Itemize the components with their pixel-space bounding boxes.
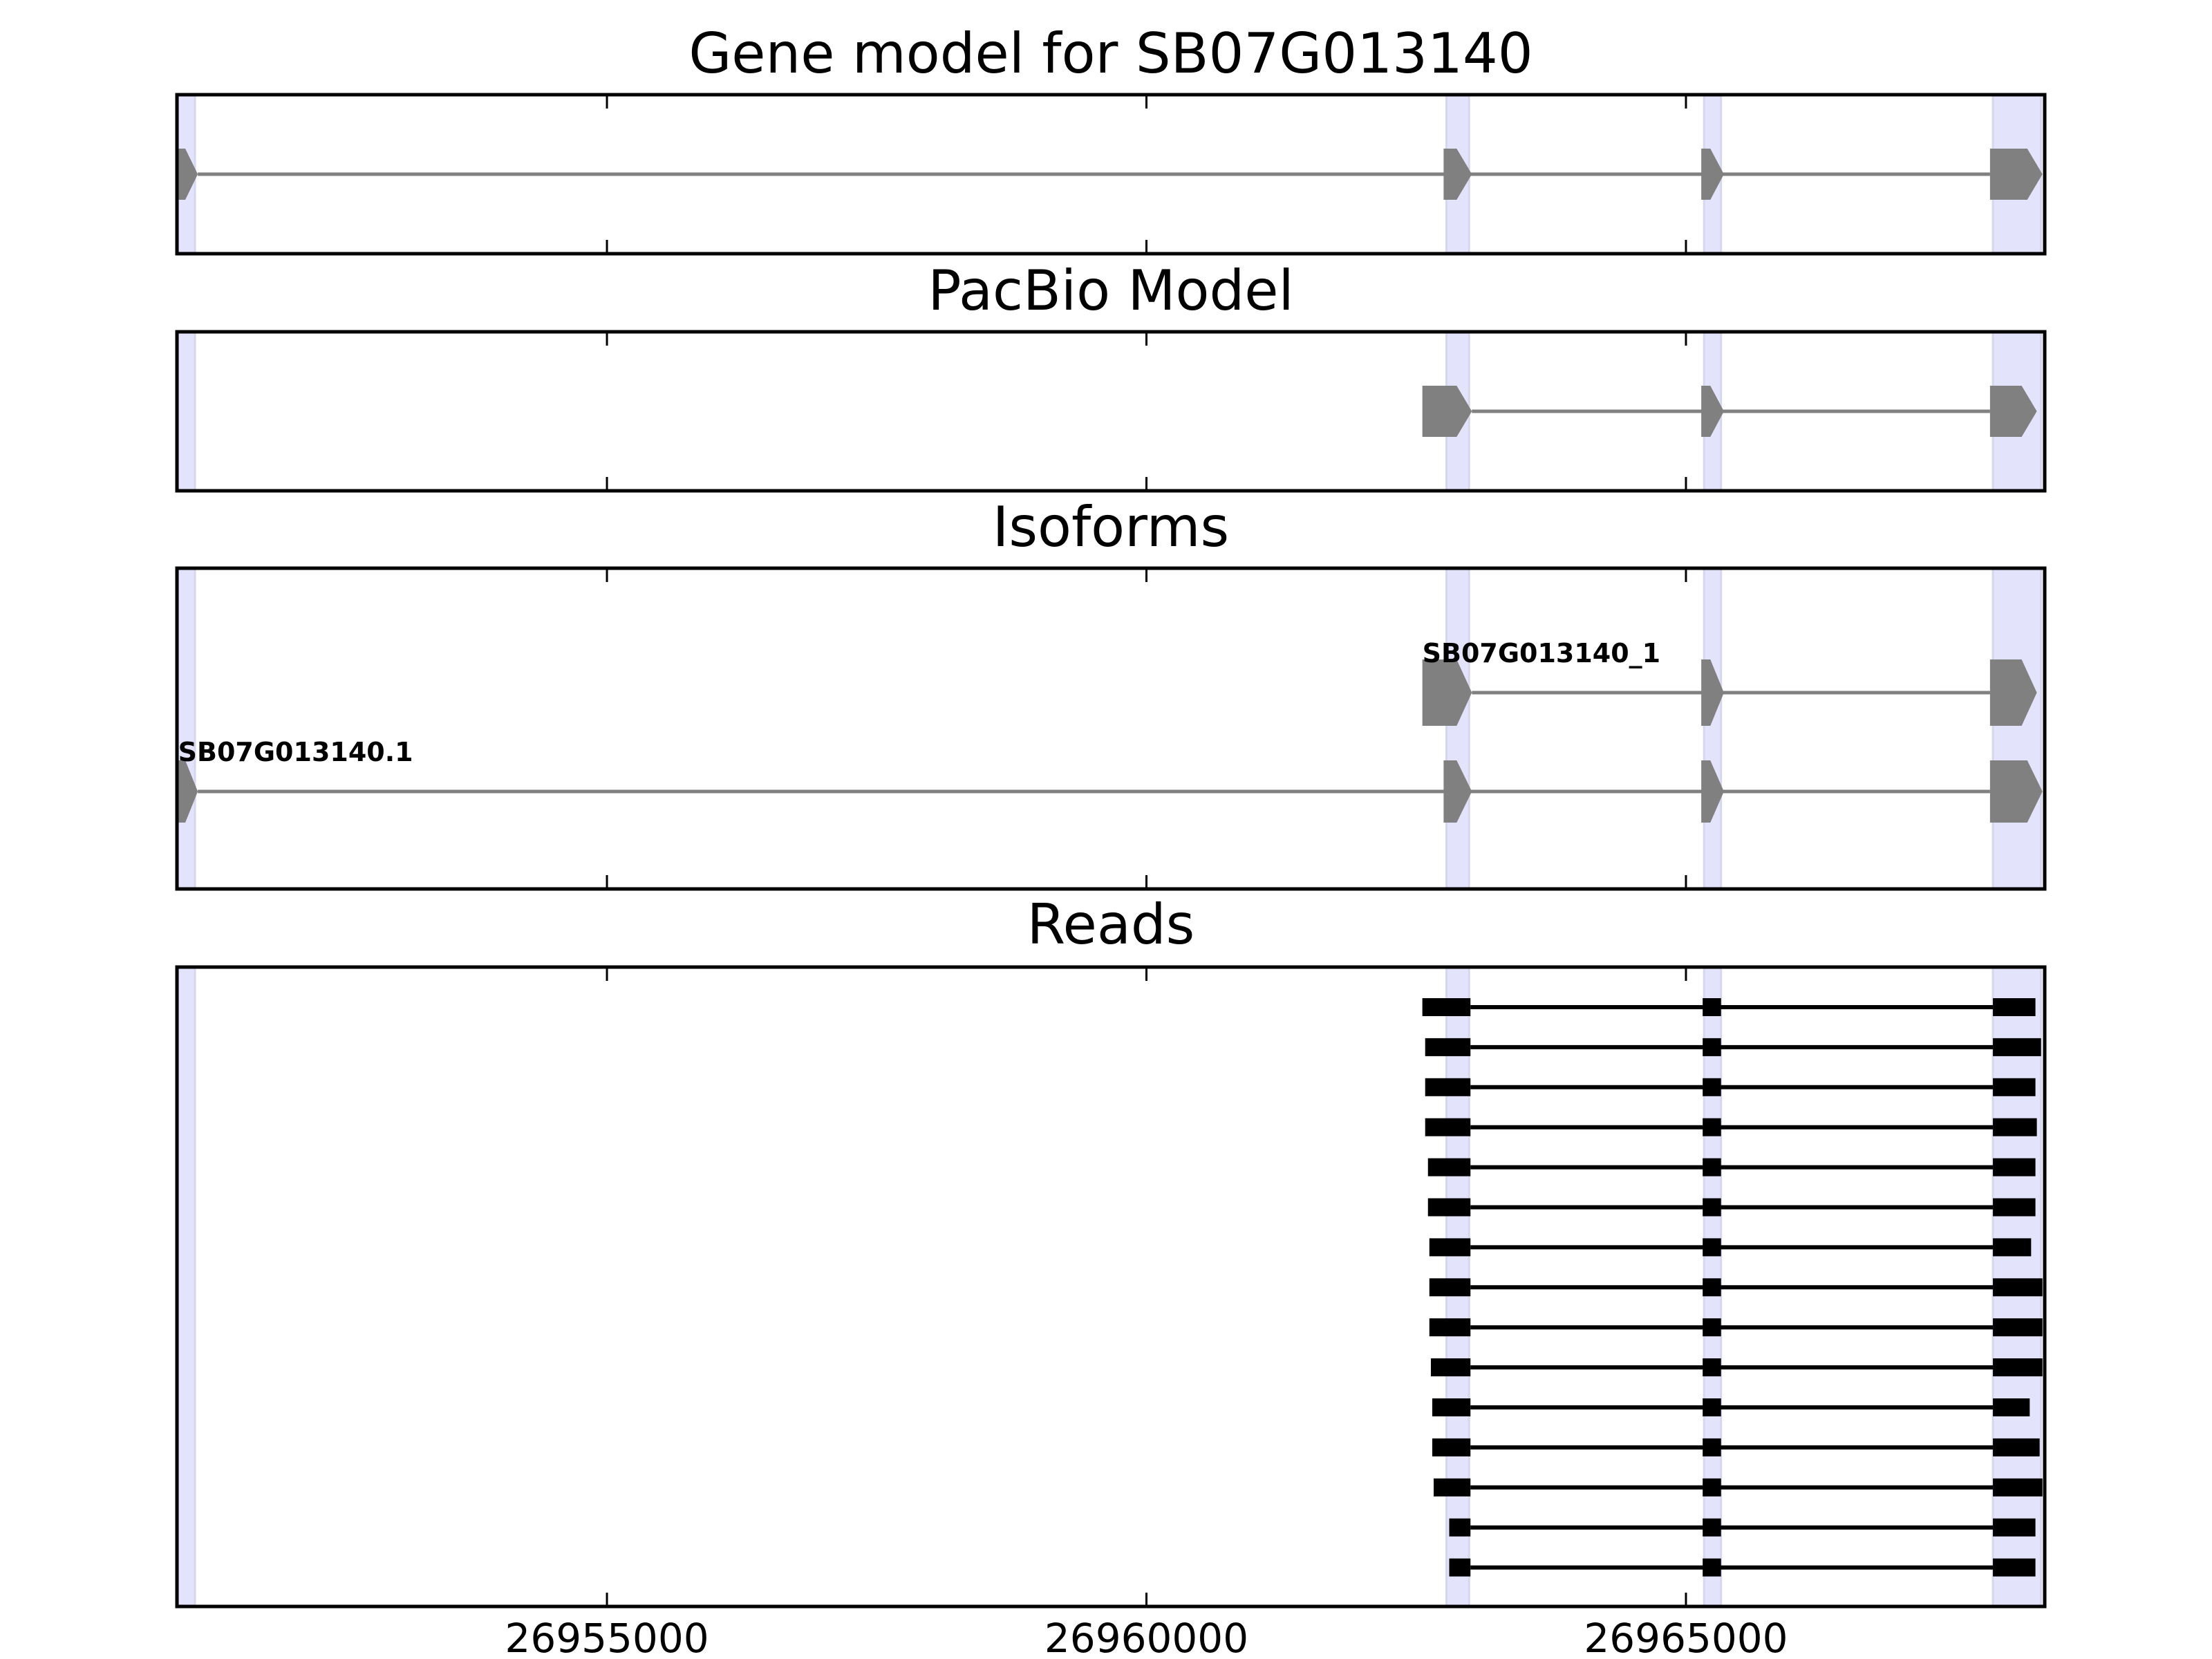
read-block (1993, 1438, 2040, 1456)
read (1427, 1198, 2036, 1217)
read-block (1993, 1238, 2032, 1257)
read-block (1425, 1038, 1471, 1056)
exon (1422, 659, 1472, 726)
read-block (1429, 1318, 1471, 1337)
exon (1701, 659, 1724, 726)
read (1449, 1558, 2036, 1577)
read-block (1422, 998, 1471, 1016)
read (1432, 1438, 2040, 1456)
exon (1443, 760, 1472, 823)
read-block (1703, 1358, 1721, 1377)
axes-frame (175, 566, 2047, 891)
exon (1989, 386, 2037, 437)
read-block (1993, 1198, 2036, 1217)
axes-frame (175, 330, 2047, 493)
exon (1701, 760, 1724, 823)
read (1449, 1518, 2036, 1537)
read-block (1427, 1198, 1471, 1217)
panel-title: Gene model for SB07G013140 (688, 21, 1533, 86)
read (1425, 1118, 2037, 1136)
exon (1989, 149, 2043, 200)
read-block (1703, 1398, 1721, 1416)
read-block (1430, 1358, 1471, 1377)
read-block (1703, 1518, 1721, 1537)
read (1434, 1478, 2043, 1497)
axes-frame (175, 93, 2047, 256)
read-block (1993, 1478, 2043, 1497)
read-block (1993, 1558, 2036, 1577)
read-block (1993, 1358, 2043, 1377)
read-block (1703, 1118, 1721, 1136)
highlight-region (176, 966, 196, 1608)
exon (1422, 386, 1472, 437)
x-axis-tick-labels: 26955000 26960000 26965000 (505, 1615, 1788, 1659)
exon (1443, 149, 1472, 200)
highlight-region (176, 330, 196, 492)
read-block (1429, 1278, 1471, 1297)
read-block (1993, 1078, 2036, 1096)
exon (1989, 760, 2043, 823)
read-block (1429, 1238, 1471, 1257)
highlight-region (1703, 567, 1723, 890)
read-block (1993, 1398, 2030, 1416)
read-block (1703, 1198, 1721, 1217)
read (1427, 1158, 2036, 1177)
isoform-label: SB07G013140_1 (1423, 638, 1661, 668)
read-block (1993, 1038, 2041, 1056)
exon (1701, 386, 1724, 437)
highlight-region (1991, 567, 2043, 890)
read-block (1703, 1078, 1721, 1096)
panel-title: PacBio Model (928, 259, 1293, 323)
read-block (1703, 1318, 1721, 1337)
read (1429, 1238, 2032, 1257)
read (1429, 1278, 2043, 1297)
isoform-label: SB07G013140.1 (178, 737, 413, 767)
read-block (1703, 1038, 1721, 1056)
read-block (1434, 1478, 1471, 1497)
read (1432, 1398, 2030, 1416)
read-block (1993, 1318, 2043, 1337)
panel-reads: Reads (175, 892, 2047, 1609)
panel-pacbio-model: PacBio Model (175, 259, 2047, 493)
exon (177, 149, 198, 200)
axes-frame (175, 965, 2047, 1609)
read-block (1993, 998, 2036, 1016)
exon (1989, 659, 2037, 726)
read-block (1703, 1158, 1721, 1177)
read-block (1449, 1518, 1471, 1537)
read-block (1993, 1118, 2037, 1136)
read-block (1425, 1118, 1471, 1136)
read-block (1703, 1558, 1721, 1577)
read (1425, 1038, 2041, 1056)
panel-gene-model: Gene model for SB07G013140 (175, 21, 2047, 256)
exon (1701, 149, 1724, 200)
panel-isoforms: Isoforms SB07G013140_1 SB07G013140.1 (175, 495, 2047, 891)
read-block (1993, 1158, 2036, 1177)
read-block (1703, 1238, 1721, 1257)
exon (177, 760, 198, 823)
read-block (1449, 1558, 1471, 1577)
read-block (1425, 1078, 1471, 1096)
read-block (1703, 1278, 1721, 1297)
x-tick-label: 26955000 (505, 1615, 709, 1659)
read-block (1432, 1398, 1471, 1416)
read-block (1703, 1438, 1721, 1456)
highlight-region (176, 567, 196, 890)
read-block (1703, 1478, 1721, 1497)
x-tick-label: 26965000 (1584, 1615, 1788, 1659)
panel-title: Reads (1027, 892, 1195, 957)
read (1430, 1358, 2043, 1377)
read (1422, 998, 2036, 1016)
read (1425, 1078, 2036, 1096)
read-block (1993, 1518, 2036, 1537)
read-block (1993, 1278, 2043, 1297)
read-block (1432, 1438, 1471, 1456)
panel-title: Isoforms (993, 495, 1229, 559)
read-block (1427, 1158, 1471, 1177)
read (1429, 1318, 2043, 1337)
highlight-region (1445, 567, 1470, 890)
read-block (1703, 998, 1721, 1016)
x-tick-label: 26960000 (1044, 1615, 1248, 1659)
